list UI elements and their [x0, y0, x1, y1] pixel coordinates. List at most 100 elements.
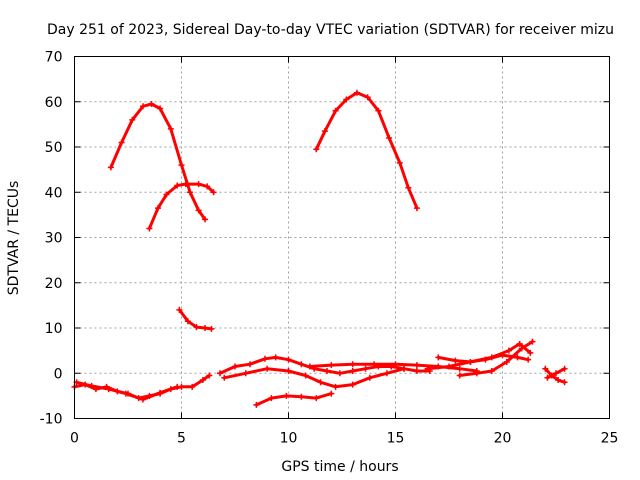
data-point	[217, 370, 224, 377]
data-point	[302, 372, 309, 379]
data-point	[163, 191, 170, 198]
data-point	[157, 389, 164, 396]
data-point	[328, 390, 335, 397]
series-low-8	[435, 352, 532, 365]
data-point	[176, 306, 183, 313]
data-point	[371, 361, 378, 368]
tick-labels: 0 5 10 15 20 25 -10 0 10 20 30 40 50 60 70	[40, 50, 619, 447]
data-point	[202, 216, 209, 223]
data-point	[246, 361, 253, 368]
data-point	[544, 374, 551, 381]
series-arc-1	[107, 101, 209, 223]
data-point	[285, 356, 292, 363]
data-point	[482, 356, 489, 363]
data-point	[187, 189, 194, 196]
data-point	[210, 189, 217, 196]
data-point	[264, 365, 271, 372]
data-point	[146, 225, 153, 232]
data-point	[364, 94, 371, 101]
data-point	[336, 370, 343, 377]
data-point	[298, 393, 305, 400]
data-point	[503, 358, 510, 365]
data-point	[413, 205, 420, 212]
data-point	[392, 361, 399, 368]
series-arc-2	[146, 181, 217, 232]
data-point	[268, 395, 275, 402]
data-point	[561, 379, 568, 386]
data-point	[139, 103, 146, 110]
data-point	[553, 370, 559, 377]
data-point	[529, 338, 536, 345]
data-point	[88, 382, 95, 389]
data-point	[488, 367, 495, 374]
data-point	[154, 205, 161, 212]
data-point	[182, 181, 189, 188]
data-point	[232, 363, 238, 370]
series-line	[254, 392, 333, 407]
data-point	[324, 367, 331, 374]
data-point	[375, 107, 382, 114]
data-point	[349, 367, 356, 374]
data-point	[204, 183, 211, 190]
x-tick-label: 0	[70, 431, 79, 447]
series-line	[177, 308, 213, 331]
data-point	[206, 372, 213, 379]
data-point	[505, 347, 512, 354]
data-point	[105, 386, 112, 393]
series-line	[314, 91, 419, 210]
x-tick-label: 10	[280, 431, 298, 447]
x-tick-label: 20	[494, 431, 512, 447]
data-point	[413, 362, 420, 369]
y-axis-label: SDTVAR / TECUs	[6, 181, 22, 296]
series-low-5	[221, 365, 408, 390]
data-point	[353, 89, 360, 96]
data-point	[313, 146, 320, 153]
grid	[74, 56, 610, 419]
data-point	[366, 374, 373, 381]
data-point	[221, 374, 228, 381]
x-tick-label: 25	[601, 431, 619, 447]
data-point	[499, 352, 506, 359]
data-point	[189, 383, 196, 390]
y-tick-label: 50	[45, 140, 63, 156]
data-point	[199, 377, 206, 384]
data-point	[118, 139, 125, 146]
data-point	[349, 381, 356, 388]
data-point	[561, 365, 568, 372]
series-low-11	[544, 365, 568, 381]
data-point	[349, 361, 356, 368]
data-point	[208, 325, 215, 332]
data-point	[343, 96, 350, 103]
data-point	[456, 372, 463, 379]
data-point	[386, 134, 393, 141]
data-point	[413, 367, 420, 374]
data-point	[253, 401, 260, 408]
y-tick-label: 20	[45, 276, 63, 292]
data-point	[306, 363, 313, 370]
data-point	[514, 354, 521, 361]
y-tick-label: 40	[45, 185, 63, 201]
y-tick-label: -10	[40, 412, 63, 428]
data-point	[202, 325, 209, 331]
data-point	[285, 367, 292, 374]
series-low-9	[456, 338, 536, 379]
data-point	[261, 355, 268, 362]
series-line	[543, 367, 567, 384]
data-point	[242, 370, 249, 377]
x-axis-label: GPS time / hours	[281, 459, 398, 475]
data-series	[71, 89, 568, 408]
series-low-4	[253, 390, 335, 408]
data-point	[174, 182, 181, 189]
data-point	[452, 357, 459, 364]
data-point	[456, 365, 463, 372]
data-point	[516, 340, 523, 347]
x-tick-label: 5	[177, 431, 186, 447]
data-point	[139, 396, 146, 403]
data-point	[446, 363, 452, 370]
y-tick-label: 0	[54, 366, 63, 382]
data-point	[122, 390, 129, 397]
series-arc-4	[313, 89, 420, 212]
data-point	[328, 362, 335, 369]
axis-ticks	[74, 56, 610, 419]
